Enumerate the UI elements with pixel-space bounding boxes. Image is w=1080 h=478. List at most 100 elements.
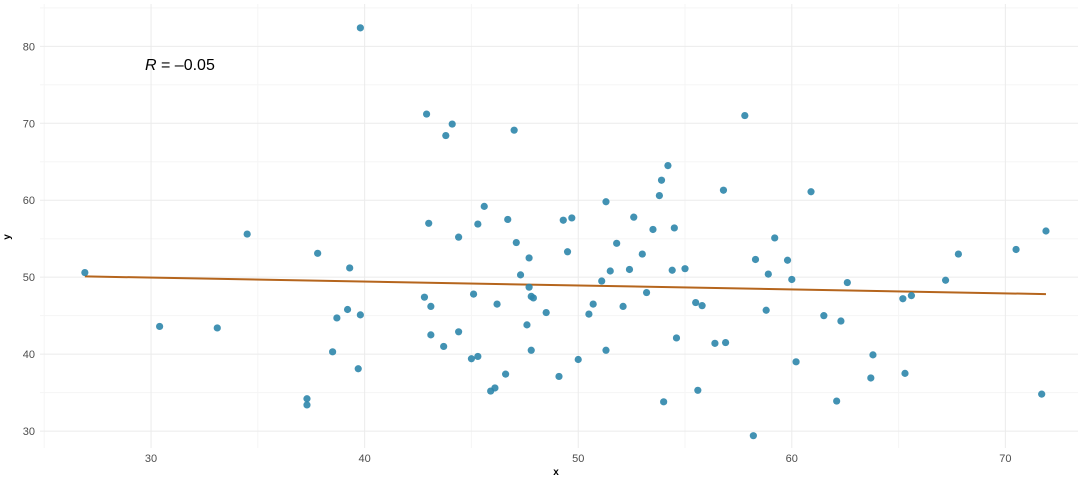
data-point	[480, 202, 488, 210]
data-point	[455, 233, 463, 241]
data-point	[619, 302, 627, 311]
x-tick-label: 40	[359, 453, 371, 465]
data-point	[346, 264, 354, 272]
data-point	[504, 215, 512, 224]
data-point	[954, 250, 962, 258]
data-point	[527, 346, 535, 354]
data-point	[598, 277, 606, 285]
data-point	[833, 397, 841, 405]
y-tick-label: 70	[23, 118, 35, 130]
data-point	[625, 265, 634, 274]
correlation-value: = –0.05	[157, 57, 215, 74]
grid	[40, 4, 1078, 448]
data-point	[356, 24, 364, 32]
y-tick-label: 40	[23, 349, 35, 361]
data-point	[764, 270, 772, 278]
data-point	[692, 298, 700, 307]
data-point	[655, 192, 663, 200]
data-point	[771, 234, 779, 242]
data-point	[941, 276, 950, 284]
fit-line-layer	[84, 275, 1046, 296]
data-point	[425, 219, 433, 227]
data-point	[657, 176, 666, 184]
data-point	[356, 311, 364, 319]
data-point	[568, 214, 576, 222]
data-point	[474, 220, 482, 228]
data-point	[427, 331, 435, 339]
data-point	[837, 317, 845, 325]
points	[81, 24, 1050, 440]
data-point	[81, 268, 89, 277]
data-point	[899, 295, 907, 303]
data-point	[602, 198, 610, 206]
data-point	[303, 395, 311, 403]
data-point	[907, 292, 916, 300]
data-point	[589, 300, 597, 308]
data-point	[606, 267, 614, 275]
data-point	[792, 358, 800, 366]
data-point	[585, 310, 593, 318]
data-point	[869, 351, 877, 359]
data-point	[613, 239, 621, 247]
data-point	[333, 314, 341, 322]
data-point	[442, 131, 450, 140]
data-point	[807, 188, 815, 196]
data-point	[751, 255, 760, 264]
y-tick-label: 50	[23, 272, 35, 284]
data-point	[843, 278, 851, 287]
data-point	[664, 161, 672, 170]
data-point	[525, 254, 533, 262]
data-point	[749, 432, 757, 440]
data-point	[559, 216, 567, 224]
y-tick-label: 60	[23, 195, 35, 207]
data-point	[630, 213, 638, 221]
y-axis-title: y	[2, 234, 13, 240]
data-point	[563, 248, 572, 256]
data-point	[698, 302, 706, 310]
data-point	[788, 275, 796, 284]
data-point	[668, 266, 676, 274]
data-point	[314, 249, 322, 257]
y-tick-label: 30	[23, 426, 35, 438]
data-point	[602, 346, 610, 354]
data-point	[516, 271, 525, 279]
data-point	[681, 265, 689, 273]
data-point	[213, 324, 221, 332]
data-point	[741, 111, 749, 120]
data-point	[642, 288, 651, 297]
data-point	[448, 120, 456, 128]
data-point	[555, 372, 563, 381]
x-tick-label: 50	[572, 453, 584, 465]
data-point	[711, 339, 719, 347]
data-point	[422, 110, 431, 118]
data-point	[343, 305, 352, 314]
x-tick-label: 70	[999, 453, 1011, 465]
data-point	[529, 294, 537, 302]
data-point	[455, 328, 463, 336]
data-point	[638, 250, 646, 258]
data-point	[512, 238, 520, 247]
x-tick-label: 60	[786, 453, 798, 465]
data-point	[491, 384, 499, 392]
correlation-annotation: R = –0.05	[145, 57, 215, 74]
data-point	[1012, 245, 1020, 254]
data-point	[1042, 227, 1050, 235]
data-point	[901, 369, 909, 377]
data-point	[719, 186, 728, 194]
y-tick-label: 80	[23, 41, 35, 53]
data-point	[1038, 390, 1046, 398]
data-point	[469, 290, 478, 298]
data-point	[867, 374, 875, 382]
data-point	[694, 386, 702, 394]
data-point	[427, 302, 435, 311]
data-point	[672, 334, 681, 342]
data-point	[467, 355, 476, 363]
data-point	[820, 312, 828, 320]
data-point	[523, 321, 531, 329]
data-point	[502, 370, 510, 378]
data-point	[493, 300, 501, 308]
data-point	[354, 365, 362, 373]
data-point	[243, 230, 251, 238]
x-axis-title: x	[553, 467, 559, 478]
